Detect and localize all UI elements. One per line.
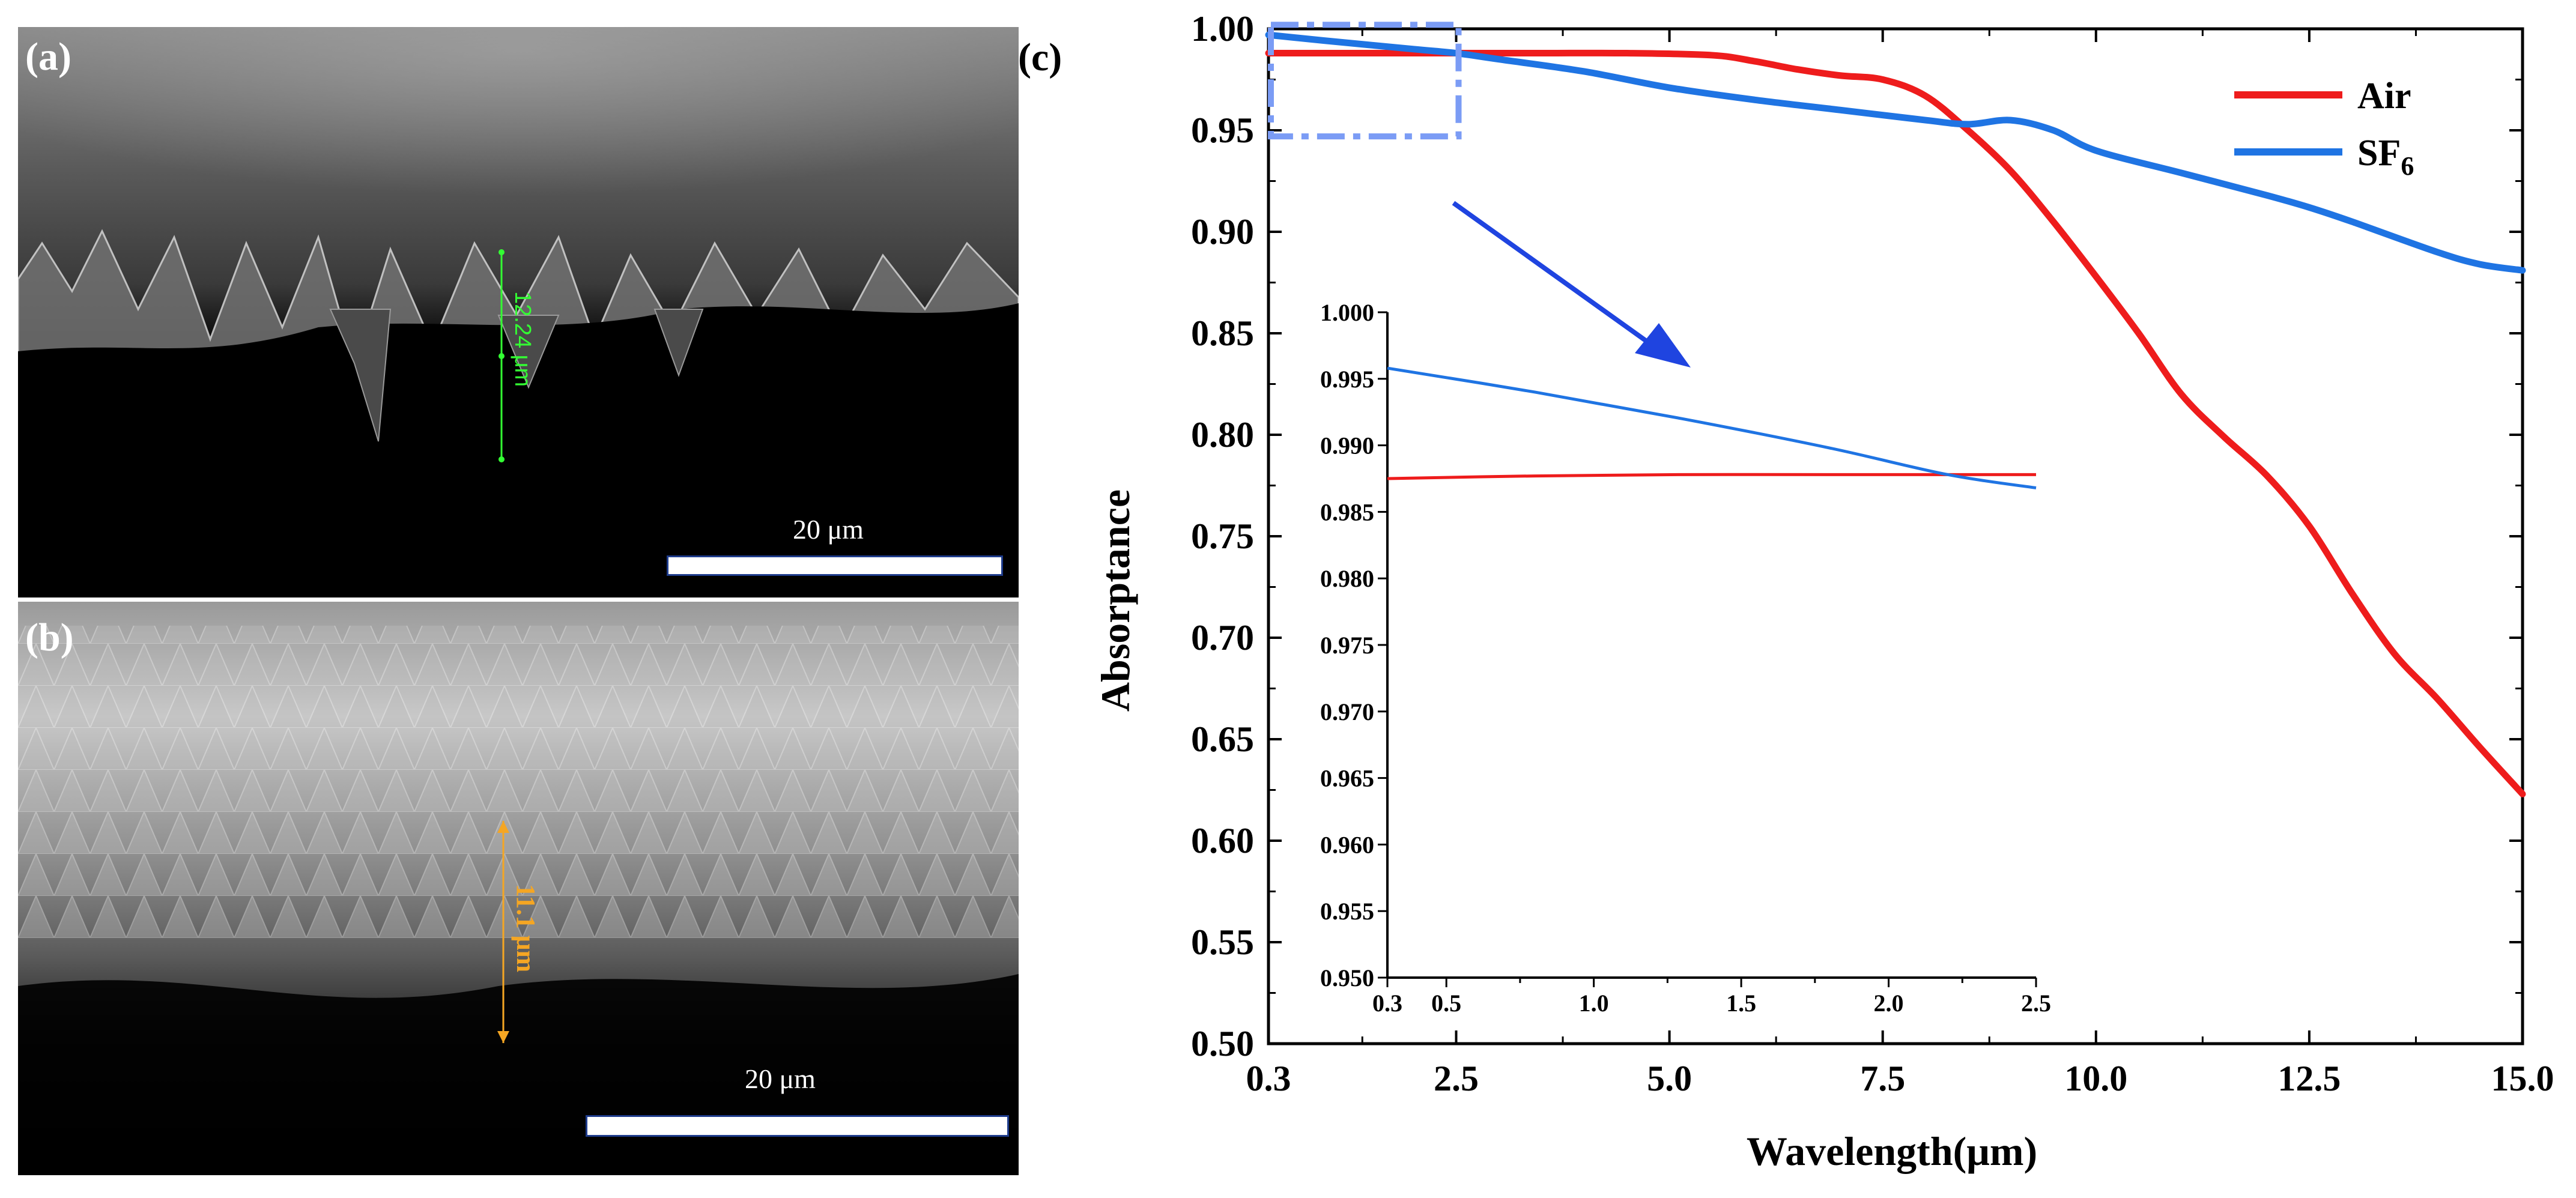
x-tick-label: 7.5	[1860, 1059, 1905, 1098]
zoom-annotation	[1268, 22, 1691, 368]
panel-label-a: (a)	[25, 35, 71, 79]
panel-label-c: (c)	[1018, 35, 1062, 79]
x-tick-label: 2.5	[1434, 1059, 1479, 1098]
inset-y-tick-label: 0.995	[1320, 366, 1374, 393]
scale-label-a: 20 μm	[793, 514, 864, 545]
main-axes: 0.3 2.5 5.0 7.5 10.0 12.5 15.0 0.50 0.55 0.60 0.65…	[1191, 9, 2554, 1098]
inset-y-tick-label: 0.955	[1320, 898, 1374, 925]
x-tick-label: 12.5	[2277, 1059, 2341, 1098]
y-tick-label: 0.95	[1191, 110, 1254, 150]
sem-texture-a	[18, 27, 1019, 597]
measure-marker-b	[497, 821, 509, 1043]
x-tick-label: 5.0	[1647, 1059, 1692, 1098]
scale-bar-b	[586, 1115, 1009, 1137]
inset-series-line-sf6	[1387, 366, 2037, 489]
legend-label-air: Air	[2357, 76, 2411, 116]
panel-label-b: (b)	[25, 616, 74, 659]
inset-y-tick-label: 0.960	[1320, 831, 1374, 858]
inset-y-tick-label: 0.950	[1320, 964, 1374, 991]
inset-y-tick-label: 0.980	[1320, 565, 1374, 592]
y-tick-label: 0.90	[1191, 212, 1254, 252]
scale-bar-a	[667, 555, 1003, 576]
x-axis-title: Wavelength(μm)	[1747, 1128, 2037, 1174]
y-tick-label: 1.00	[1191, 9, 1254, 49]
y-tick-label: 0.85	[1191, 313, 1254, 353]
x-tick-label: 0.3	[1246, 1059, 1291, 1098]
inset-series-line-air	[1387, 473, 2036, 480]
sem-texture-b	[18, 602, 1019, 1175]
measure-label-b: 11.1 μm	[511, 884, 541, 973]
main-series	[1265, 31, 2526, 797]
measure-label-a: 12.24 μm	[510, 291, 535, 387]
zoom-arrow-shaft	[1452, 201, 1662, 354]
main-plot-frame	[1267, 27, 2524, 1045]
legend-label-sf6: SF6	[2357, 133, 2414, 181]
sem-image-a: 12.24 μm (a) 20 μm	[18, 27, 1019, 597]
y-tick-label: 0.50	[1191, 1024, 1254, 1063]
inset-y-tick-label: 1.000	[1320, 299, 1374, 326]
measure-marker-a	[499, 249, 505, 462]
y-axis-title: Absorptance	[1093, 489, 1138, 712]
inset-y-tick-label: 0.970	[1320, 698, 1374, 725]
inset-x-tick-label: 2.0	[1874, 990, 1904, 1017]
zoom-box	[1268, 22, 1462, 140]
inset-y-tick-label: 0.975	[1320, 632, 1374, 659]
inset-y-tick-label: 0.965	[1320, 765, 1374, 792]
scale-label-b: 20 μm	[745, 1063, 816, 1094]
inset-series	[1387, 366, 2037, 489]
inset-x-tick-label: 2.5	[2021, 990, 2051, 1017]
inset-x-tick-label: 1.5	[1726, 990, 1756, 1017]
inset-y-tick-label: 0.990	[1320, 432, 1374, 459]
y-tick-label: 0.65	[1191, 719, 1254, 759]
y-tick-label: 0.60	[1191, 821, 1254, 861]
legend-label-subscript: 6	[2401, 151, 2414, 181]
y-tick-label: 0.70	[1191, 618, 1254, 658]
y-tick-label: 0.75	[1191, 516, 1254, 556]
sem-image-b: 11.1 μm (b) 20 μm	[18, 602, 1019, 1175]
inset-y-tick-label: 0.985	[1320, 498, 1374, 525]
x-tick-label: 15.0	[2491, 1059, 2554, 1098]
inset-x-tick-label: 0.5	[1431, 990, 1461, 1017]
inset-axes: 0.950 0.955 0.960 0.965 0.970 0.975 0.980 0.985…	[1320, 299, 2051, 1017]
x-tick-label: 10.0	[2064, 1059, 2127, 1098]
zoom-arrow-head	[1635, 323, 1691, 368]
series-line-sf6	[1265, 31, 2526, 274]
y-tick-label: 0.55	[1191, 922, 1254, 962]
legend: Air SF6	[2234, 76, 2414, 181]
inset-x-tick-label: 0.3	[1372, 990, 1402, 1017]
series-line-air	[1265, 49, 2526, 797]
y-tick-label: 0.80	[1191, 415, 1254, 455]
inset-x-tick-label: 1.0	[1579, 990, 1609, 1017]
